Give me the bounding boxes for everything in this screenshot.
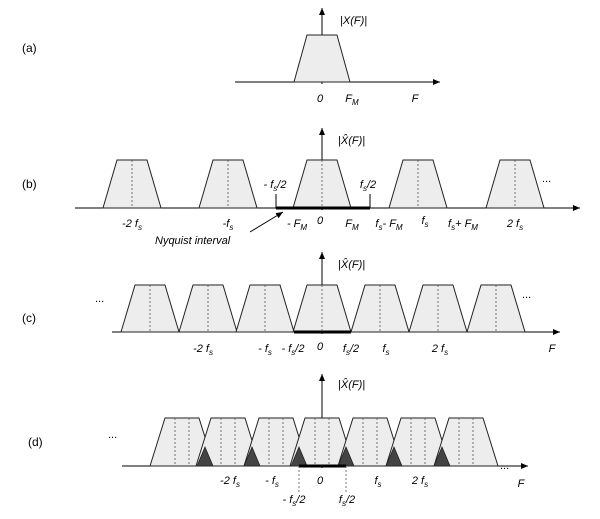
tick-label-c-mfs2: - fs/2 [282,343,305,357]
spectrum-label-b: |X̂(F)| [338,133,365,147]
tick-label-d-axis: F [518,478,526,490]
spectrum-c-copy-2 [235,284,295,333]
panel-label-a: (a) [22,41,37,55]
ellipsis-right-c: ... [522,289,531,301]
spectrum-label-text-b: |X̂(F)| [338,133,365,147]
nyquist-callout-arrow [249,211,284,233]
spectrum-c-copy-6 [466,284,526,333]
tick-label-b-fs: fs [421,215,428,229]
aliasing-overlap-0 [196,445,214,467]
spectrum-c-copy-0 [120,284,180,333]
tick-label-b-zero: 0 [317,215,324,227]
tick-label-b-m2fs: -2 fs [122,218,142,232]
spectrum-c-copy-1 [178,284,238,333]
aliasing-overlap-5 [433,445,451,467]
spectrum-d-copy-4 [337,417,403,467]
spectrum-c-copy-3 [292,284,352,333]
ellipsis-left-c: ... [95,293,104,305]
tick-label-b-fsmfm: fs- FM [375,218,403,232]
ellipsis-b: ... [542,173,551,185]
tick-label-c-fs: fs [382,343,389,357]
tick-label-c-p2fs: 2 fs [431,343,448,357]
spectrum-d-copy-0 [149,417,215,467]
panel-label-b: (b) [22,177,37,191]
panel-label-c: (c) [22,311,36,325]
tick-label-b-mfm: - FM [287,218,307,232]
nyquist-callout-label: Nyquist interval [155,235,231,247]
tick-label-a-zero: 0 [317,93,324,105]
ellipsis-right-d: ... [500,460,509,472]
tick-label-d-fs: fs [374,475,381,489]
tick-label-b-mfs: -fs [223,218,234,232]
spectrum-label-d: |X̂(F)| [338,377,365,391]
tick-label-a-axis: F [412,93,420,105]
tick-label-b-p2fs: 2 fs [506,218,523,232]
spectrum-label-a: |X(F)| [340,15,367,27]
tick-label-c-zero: 0 [317,341,324,353]
tick-label-d-mfs: - fs [265,475,279,489]
tick-label-b-fspfm: fs+ FM [448,218,478,232]
tick-label-d-p2fs: 2 fs [411,475,428,489]
spectrum-a [293,34,351,83]
aliasing-overlap-1 [243,445,261,467]
tick-label-c-mfs: - fs [258,343,272,357]
spectrum-d-copy-1 [195,417,261,467]
tick-label-b-mfs2: - fs/2 [264,179,287,193]
tick-label-d-m2fs: -2 fs [220,475,240,489]
spectrum-c-copy-5 [408,284,468,333]
spectrum-label-text-c: |X̂(F)| [338,257,365,271]
spectrum-d-copy-2 [243,417,309,467]
spectrum-label-text-a: |X(F)| [340,15,367,27]
spectrum-c-copy-4 [350,284,410,333]
tick-label-d-zero: 0 [317,475,324,487]
spectrum-label-text-d: |X̂(F)| [338,377,365,391]
tick-label-b-fs2: fs/2 [360,179,376,193]
spectrum-d-copy-6 [433,417,499,467]
panel-label-d: (d) [28,435,43,449]
tick-label-d-mfs2: - fs/2 [283,494,306,508]
tick-label-d-fs2: fs/2 [339,494,355,508]
ellipsis-left-d: ... [108,429,117,441]
tick-label-a-fm: FM [345,93,359,107]
tick-label-c-fs2: fs/2 [343,343,359,357]
tick-label-c-m2fs: -2 fs [193,343,213,357]
aliasing-overlap-4 [385,445,403,467]
spectrum-d-copy-5 [385,417,451,467]
tick-label-c-axis: F [549,343,557,355]
tick-label-b-fm: FM [345,218,359,232]
spectrum-label-c: |X̂(F)| [338,257,365,271]
